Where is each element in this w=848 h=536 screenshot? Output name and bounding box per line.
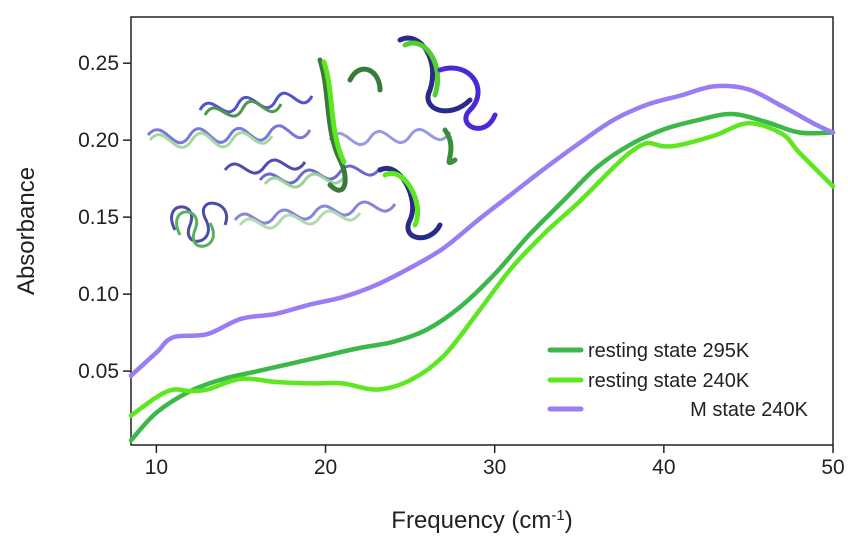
legend-label-m-state-240k: M state 240K <box>690 399 809 421</box>
x-tick-label: 40 <box>652 456 675 479</box>
legend-label-resting-295k: resting state 295K <box>588 340 750 362</box>
x-tick-label: 30 <box>483 456 506 479</box>
y-tick-label: 0.20 <box>78 129 119 152</box>
x-axis-title-superscript: -1 <box>551 507 564 524</box>
y-tick-label: 0.15 <box>78 206 119 229</box>
ticks-layer: 10 20 30 40 50 0.05 0.10 0.15 0.20 0.25 <box>78 52 845 479</box>
legend: resting state 295K resting state 240K M … <box>547 340 809 421</box>
x-tick-label: 10 <box>145 456 168 479</box>
plot-frame <box>130 16 834 446</box>
series-line-m-state-240k <box>128 83 836 378</box>
protein-structure-inset <box>146 35 498 248</box>
x-tick-label: 50 <box>821 456 844 479</box>
series-line-resting-state-295k <box>128 111 836 443</box>
x-tick-label: 20 <box>314 456 337 479</box>
series-line-resting-state-240k <box>128 120 836 418</box>
y-tick-label: 0.05 <box>78 360 119 383</box>
x-axis-title: Frequency (cm-1) <box>391 507 572 535</box>
y-tick-label: 0.10 <box>78 283 119 306</box>
legend-label-resting-240k: resting state 240K <box>588 370 750 392</box>
y-axis-title: Absorbance <box>13 167 40 295</box>
series-layer <box>128 83 836 443</box>
y-tick-label: 0.25 <box>78 52 119 75</box>
